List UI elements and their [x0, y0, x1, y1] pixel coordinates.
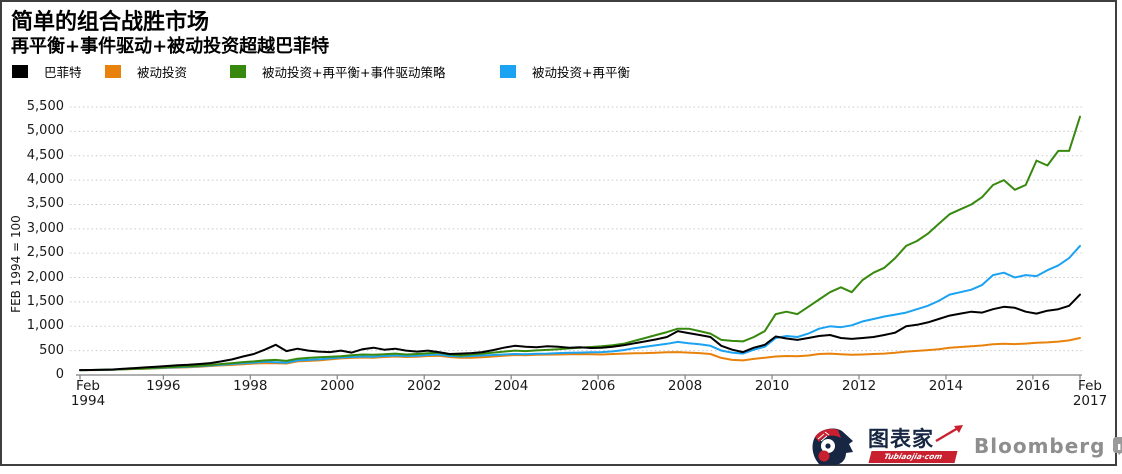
y-tick-label: 0: [55, 367, 64, 382]
legend-swatch-icon: [105, 65, 121, 78]
bloomberg-chart-icon: [1113, 436, 1122, 455]
tubiaojia-logo-text: 图表家: [868, 427, 934, 451]
tubiaojia-logo: 图表家 Tubiaojia·com: [868, 425, 963, 465]
legend-item-label: 被动投资: [137, 65, 188, 80]
x-tick-label: 2002: [407, 378, 442, 394]
line-chart: [70, 106, 1082, 380]
legend-item-label: 被动投资+再平衡: [532, 65, 630, 80]
tubiaojia-arrow-icon: [935, 425, 963, 443]
x-tick-label: 2008: [667, 378, 703, 394]
tubiaojia-head-icon: [812, 428, 853, 465]
footer-brand-bar: 图表家 Tubiaojia·com Bloomberg: [808, 425, 1122, 466]
y-tick-label: 4,000: [26, 172, 64, 188]
legend-swatch-icon: [230, 65, 246, 78]
series-line-0: [79, 337, 1081, 372]
series-line-2: [79, 115, 1081, 372]
x-tick-label: 1996: [146, 378, 181, 394]
legend-item-2: 被动投资+再平衡+事件驱动策略: [230, 62, 445, 81]
y-tick-label: 1,000: [26, 318, 64, 334]
y-tick-label: 2,000: [26, 269, 64, 285]
y-tick-label: 5,500: [26, 99, 64, 114]
x-tick-label: 2010: [754, 378, 790, 394]
legend-item-3: 被动投资+再平衡: [500, 62, 630, 81]
y-tick-label: 3,500: [26, 196, 64, 212]
legend-swatch-icon: [500, 65, 516, 78]
y-tick-label: 5,000: [26, 123, 64, 139]
y-tick-label: 4,500: [26, 147, 64, 163]
bloomberg-logo-text: Bloomberg: [974, 434, 1106, 458]
series-line-1: [79, 244, 1081, 372]
legend: 巴菲特 被动投资 被动投资+再平衡+事件驱动策略 被动投资+再平衡: [2, 62, 1115, 82]
legend-swatch-icon: [12, 65, 28, 78]
chart-subtitle: 再平衡+事件驱动+被动投资超越巴菲特: [11, 36, 330, 57]
legend-item-0: 巴菲特: [12, 62, 82, 81]
x-tick-label: 1998: [233, 378, 268, 394]
legend-item-label: 巴菲特: [44, 65, 82, 80]
y-tick-label: 1,500: [26, 293, 64, 309]
y-tick-label: 500: [39, 342, 64, 358]
tubiaojia-domain: Tubiaojia·com: [868, 451, 958, 463]
legend-item-label: 被动投资+再平衡+事件驱动策略: [262, 65, 446, 80]
legend-item-1: 被动投资: [105, 62, 187, 81]
x-tick-label: 2000: [320, 378, 355, 394]
series-line-3: [79, 293, 1081, 372]
chart-title: 简单的组合战胜市场: [11, 10, 210, 35]
x-tick-label: 2016: [1015, 378, 1051, 394]
x-tick-label: Feb 2017: [1072, 378, 1108, 409]
y-tick-label: 2,500: [26, 245, 64, 261]
x-tick-label: 2006: [580, 378, 616, 394]
x-tick-label: Feb 1994: [70, 378, 106, 409]
x-tick-label: 2012: [841, 378, 877, 394]
x-tick-label: 2014: [928, 378, 964, 394]
y-tick-label: 3,000: [26, 220, 64, 236]
x-tick-label: 2004: [493, 378, 529, 394]
